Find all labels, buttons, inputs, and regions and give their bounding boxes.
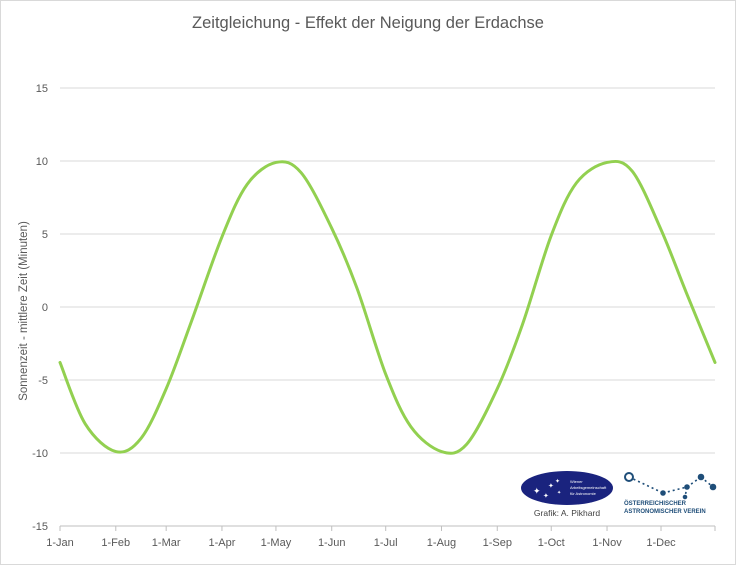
wiener-arbeitsgemeinschaft-logo: ✦ ✦ ✦ ✦ ✦ Wiener Arbeitsgemeinschaft für… — [521, 471, 613, 505]
y-tick-label: 0 — [42, 302, 48, 314]
wiener-logo-line2: Arbeitsgemeinschaft — [570, 485, 607, 490]
x-tick-label: 1-Nov — [592, 537, 622, 549]
wiener-logo-ellipse — [521, 471, 613, 505]
star-icon: ✦ — [555, 478, 560, 485]
x-tick-label: 1-Apr — [208, 537, 235, 549]
y-axis-label: Sonnenzeit - mittlere Zeit (Minuten) — [18, 221, 30, 401]
star-icon: ✦ — [548, 482, 554, 490]
x-tick-labels: 1-Jan 1-Feb 1-Mar 1-Apr 1-May 1-Jun 1-Jul 1-Aug… — [46, 537, 676, 549]
star-icon: ✦ — [543, 492, 549, 500]
stars-icon: ✦ ✦ ✦ ✦ ✦ — [533, 478, 561, 500]
y-tick-labels: 15 10 5 0 -5 -10 -15 — [32, 83, 48, 533]
star-icon: ✦ — [557, 490, 561, 496]
x-tick-label: 1-Feb — [101, 537, 130, 549]
x-tick-label: 1-Jul — [374, 537, 398, 549]
gridlines — [60, 87, 715, 454]
oeav-logo-line2: ASTRONOMISCHER VEREIN — [624, 509, 706, 515]
y-tick-label: 15 — [36, 83, 48, 95]
oeav-logo-line1: ÖSTERREICHISCHER — [624, 500, 687, 507]
x-tick-label: 1-Oct — [538, 537, 565, 549]
x-tick-label: 1-Dec — [646, 537, 676, 549]
x-tick-label: 1-Jun — [318, 537, 346, 549]
x-tick-label: 1-Mar — [152, 537, 181, 549]
credit-annotation: Grafik: A. Pikhard — [534, 508, 600, 518]
constellation-icon — [624, 472, 717, 500]
x-tick-label: 1-May — [261, 537, 292, 549]
y-tick-label: 10 — [36, 156, 48, 168]
y-tick-label: -15 — [32, 521, 48, 533]
oeav-logo: ÖSTERREICHISCHER ASTRONOMISCHER VEREIN — [624, 472, 717, 515]
x-tick-label: 1-Sep — [483, 537, 512, 549]
series-line — [58, 159, 717, 455]
x-axis — [59, 525, 716, 531]
wiener-logo-line1: Wiener — [570, 479, 583, 484]
y-tick-label: 5 — [42, 229, 48, 241]
x-tick-label: 1-Jan — [46, 537, 74, 549]
chart-title: Zeitgleichung - Effekt der Neigung der E… — [192, 14, 544, 32]
wiener-logo-line3: für Astronomie — [570, 491, 597, 496]
y-tick-label: -10 — [32, 448, 48, 460]
star-icon: ✦ — [533, 487, 541, 497]
x-tick-label: 1-Aug — [427, 537, 456, 549]
y-tick-label: -5 — [38, 375, 48, 387]
series-group — [58, 159, 717, 455]
